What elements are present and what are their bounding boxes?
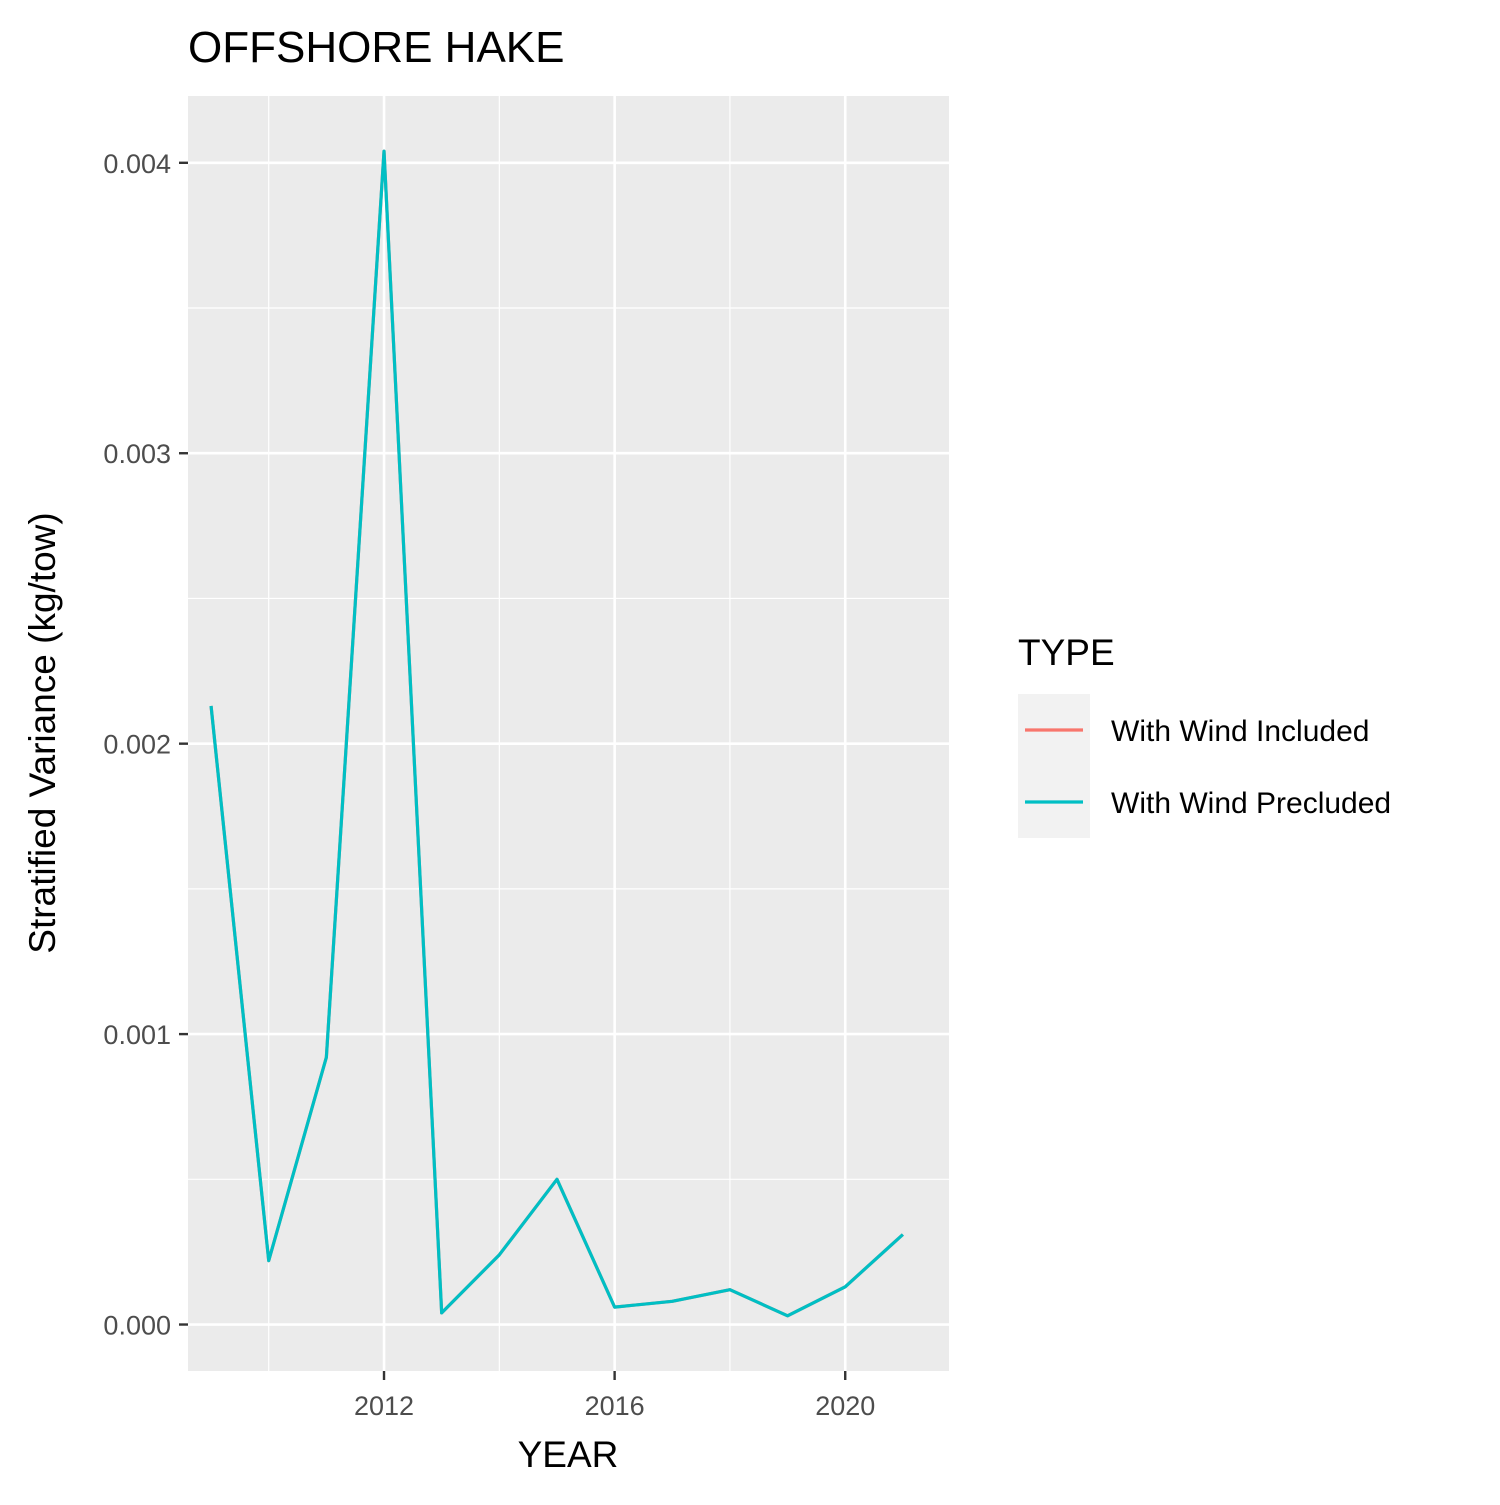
minor-gridlines-y	[188, 307, 949, 1180]
series-lines	[209, 149, 904, 1318]
y-tick-label: 0.000	[103, 1311, 171, 1341]
x-tick-label: 2016	[585, 1391, 645, 1421]
minor-gridlines-x	[268, 96, 731, 1371]
y-tick-label: 0.004	[103, 149, 171, 179]
y-tick-label: 0.002	[103, 730, 171, 760]
y-tick-label: 0.003	[103, 439, 171, 469]
legend: TYPE With Wind Included With Wind Preclud…	[1018, 632, 1391, 838]
major-gridlines-x	[382, 96, 847, 1371]
y-axis-title: Stratified Variance (kg/tow)	[22, 512, 63, 953]
legend-label: With Wind Precluded	[1111, 787, 1391, 820]
chart-title: OFFSHORE HAKE	[188, 23, 565, 72]
x-tick-label: 2012	[354, 1391, 414, 1421]
y-axis: 0.000 0.001 0.002 0.003 0.004	[103, 149, 188, 1341]
legend-key-background	[1018, 694, 1090, 838]
series-line-with-wind-precluded	[209, 149, 904, 1318]
y-tick-label: 0.001	[103, 1020, 171, 1050]
x-tick-label: 2020	[815, 1391, 875, 1421]
x-axis-title: YEAR	[518, 1434, 619, 1475]
legend-label: With Wind Included	[1111, 715, 1369, 748]
x-axis: 2012 2016 2020	[354, 1371, 875, 1421]
legend-title: TYPE	[1018, 632, 1115, 673]
major-gridlines-y	[188, 161, 949, 1326]
